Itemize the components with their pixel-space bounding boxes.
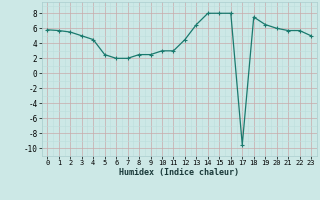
X-axis label: Humidex (Indice chaleur): Humidex (Indice chaleur) xyxy=(119,168,239,177)
